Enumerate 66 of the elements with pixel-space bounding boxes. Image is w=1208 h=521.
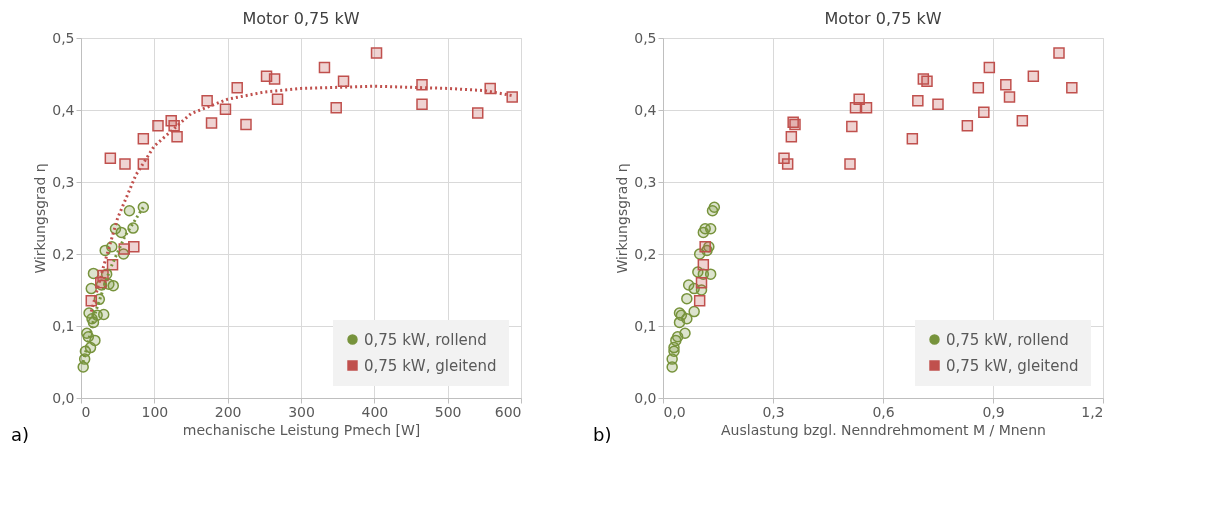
y-tick-label: 0,5 [634, 29, 657, 46]
point [271, 93, 284, 105]
chart-title: Motor 0,75 kW [824, 9, 942, 28]
point [219, 103, 232, 116]
point [152, 120, 164, 132]
x-tick-label: 0,9 [982, 403, 1005, 420]
y-tick-label: 0,2 [634, 245, 657, 262]
point [416, 79, 428, 91]
point [168, 120, 180, 132]
point [119, 158, 131, 170]
point [231, 81, 243, 94]
legend-label: 0,75 kW, rollend [946, 330, 1069, 349]
point [330, 102, 342, 114]
point [370, 47, 383, 59]
x-axis-title: mechanische Leistung Pmech [W] [182, 421, 421, 438]
x-tick-label: 0,0 [663, 403, 686, 420]
point [137, 201, 150, 213]
x-tick-label: 600 [494, 403, 522, 420]
x-tick-label: 0 [81, 403, 91, 420]
point [137, 133, 150, 145]
point [205, 117, 218, 129]
x-tick-label: 300 [288, 403, 315, 420]
point [171, 130, 183, 143]
point [85, 282, 98, 295]
x-tick-label: 400 [361, 403, 389, 420]
y-tick-label: 0,4 [634, 101, 657, 118]
text: b) [593, 424, 612, 445]
point [471, 107, 484, 119]
x-tick-label: 1,2 [1081, 403, 1104, 420]
x-tick-label: 0,3 [762, 403, 785, 420]
x-axis-title: Auslastung bzgl. Nenndrehmoment M / Mnenn [721, 421, 1046, 438]
text: a) [11, 424, 30, 445]
point [506, 91, 518, 103]
legend-label: 0,75 kW, gleitend [364, 356, 497, 375]
y-tick-label: 0,3 [634, 173, 657, 190]
x-tick-label: 200 [214, 403, 242, 420]
x-tick-label: 0,6 [872, 403, 895, 420]
y-axis-title: Wirkungsgrad η [32, 163, 49, 274]
point [337, 75, 350, 87]
y-tick-label: 0,4 [52, 101, 75, 118]
legend-label: 0,75 kW, rollend [364, 330, 487, 349]
x-tick-label: 500 [434, 403, 462, 420]
y-tick-label: 0,1 [634, 317, 657, 334]
legend-label: 0,75 kW, gleitend [946, 356, 1079, 375]
y-tick-label: 0,5 [52, 29, 75, 46]
y-tick-label: 0,0 [634, 389, 657, 406]
y-axis-title: Wirkungsgrad η [614, 163, 631, 274]
point [123, 205, 136, 217]
point [97, 308, 110, 321]
y-tick-label: 0,2 [52, 245, 75, 262]
point [416, 98, 428, 110]
point [201, 94, 213, 107]
chart-title: Motor 0,75 kW [242, 9, 360, 28]
point [89, 334, 101, 347]
point [268, 73, 281, 85]
y-tick-label: 0,1 [52, 317, 75, 334]
point [128, 241, 140, 253]
y-tick-label: 0,0 [52, 389, 75, 406]
x-tick-label: 100 [141, 403, 169, 420]
y-tick-label: 0,3 [52, 173, 75, 190]
point [240, 118, 252, 131]
point [318, 61, 331, 74]
point [107, 279, 120, 292]
point [104, 152, 117, 164]
point [484, 82, 496, 95]
point [115, 226, 128, 239]
